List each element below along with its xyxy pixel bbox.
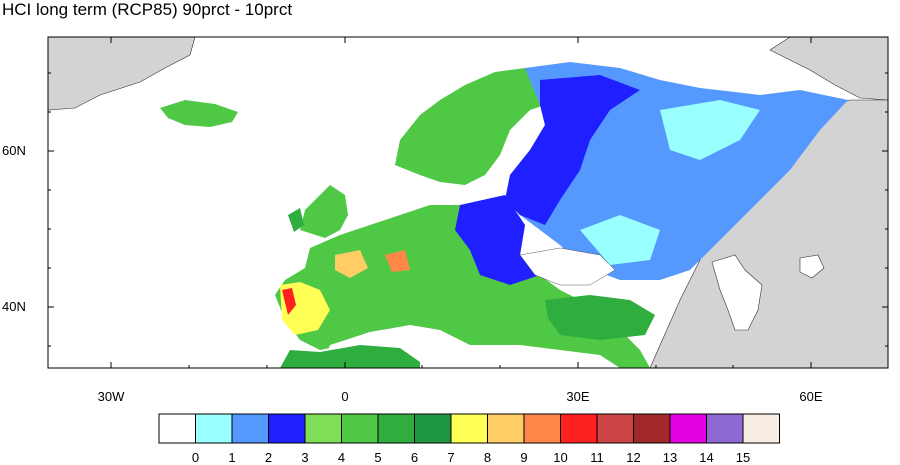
- colorbar-box: [414, 413, 452, 444]
- aral-sea: [799, 254, 825, 279]
- map-title: HCI long term (RCP85) 90prct - 10prct: [2, 0, 293, 19]
- light-cyan-patches: [660, 100, 760, 160]
- lon-label-0: 0: [341, 389, 349, 404]
- colorbar-box: [158, 413, 196, 444]
- colorbar-box: [742, 413, 780, 444]
- colorbar-tick-label: 5: [374, 450, 382, 465]
- colorbar-box: [523, 413, 561, 444]
- colorbar-box: [560, 413, 598, 444]
- colorbar-tick-label: 1: [228, 450, 236, 465]
- lon-label-30e: 30E: [566, 389, 590, 404]
- colorbar-box: [231, 413, 269, 444]
- colorbar-box: [304, 413, 342, 444]
- colorbar-box: [341, 413, 379, 444]
- colorbar-box: [195, 413, 233, 444]
- axis-ticks: [48, 37, 888, 368]
- colorbar-tick-label: 4: [337, 450, 346, 465]
- colorbar-box: [633, 413, 671, 444]
- colorbar-box: [669, 413, 707, 444]
- colorbar-tick-label: 11: [590, 450, 604, 465]
- north-africa: [280, 345, 420, 368]
- great-britain: [300, 185, 348, 238]
- lon-label-30w: 30W: [97, 389, 125, 404]
- turkey: [545, 295, 655, 340]
- colorbar-tick-label: 15: [735, 450, 751, 465]
- colorbar-tick-label: 2: [264, 450, 273, 465]
- colorbar-tick-label: 13: [662, 450, 678, 465]
- lat-label-60n: 60N: [2, 143, 26, 158]
- black-sea: [519, 247, 616, 286]
- caspian-sea: [711, 254, 763, 331]
- colorbar-tick-label: 7: [447, 450, 455, 465]
- lon-label-60e: 60E: [799, 389, 823, 404]
- colorbar: [158, 413, 780, 444]
- colorbar-box: [377, 413, 415, 444]
- greenland-land: [47, 36, 196, 111]
- colorbar-tick-label: 14: [699, 450, 714, 465]
- iberia-hot: [282, 288, 296, 315]
- colorbar-tick-label: 6: [410, 450, 419, 465]
- lat-label-40n: 40N: [2, 299, 26, 314]
- colorbar-box: [596, 413, 634, 444]
- colorbar-box: [268, 413, 306, 444]
- scandinavia: [395, 68, 575, 185]
- colorbar-tick-label: 10: [553, 450, 568, 465]
- colorbar-tick-label: 8: [483, 450, 492, 465]
- colorbar-tick-label: 9: [520, 450, 528, 465]
- colorbar-tick-label: 0: [191, 450, 200, 465]
- dark-blue-belt: [505, 75, 640, 225]
- map-frame: [47, 36, 889, 369]
- colorbar-tick-label: 3: [301, 450, 309, 465]
- colorbar-box: [706, 413, 744, 444]
- italy: [420, 290, 470, 340]
- ireland: [288, 208, 304, 232]
- colorbar-tick-label: 12: [626, 450, 641, 465]
- cyan-patches-south: [580, 215, 660, 265]
- france-warm: [335, 250, 368, 278]
- alps-warm: [385, 250, 410, 272]
- eastern-europe-blue: [455, 195, 540, 285]
- colorbar-box: [487, 413, 525, 444]
- iceland: [160, 100, 238, 127]
- colorbar-box: [450, 413, 488, 444]
